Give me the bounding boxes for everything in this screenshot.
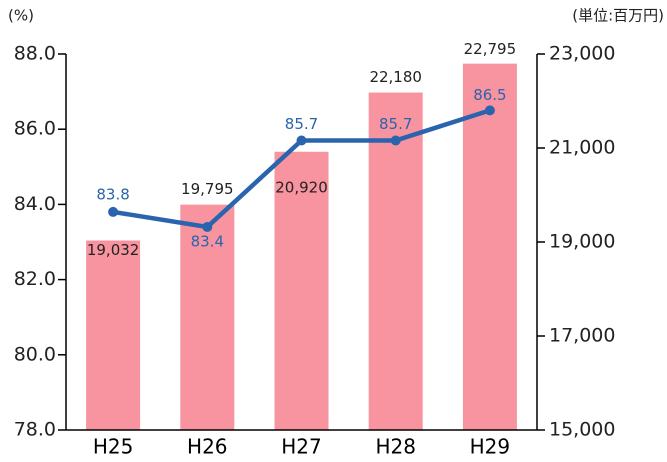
y-tick-label: 82.0 bbox=[14, 268, 56, 290]
line-marker bbox=[296, 135, 307, 146]
x-tick-label: H29 bbox=[470, 435, 511, 459]
line-value-label: 86.5 bbox=[473, 86, 506, 104]
line-marker bbox=[202, 221, 213, 232]
y-axis-label: (%) bbox=[8, 7, 34, 25]
line-marker bbox=[390, 135, 401, 146]
x-tick-label: H28 bbox=[375, 435, 416, 459]
y-tick-label: 86.0 bbox=[14, 118, 56, 140]
x-tick-label: H27 bbox=[281, 435, 322, 459]
bar-value-label: 22,795 bbox=[464, 40, 517, 58]
bar bbox=[180, 204, 235, 430]
bar-value-label: 22,180 bbox=[369, 68, 422, 86]
bar bbox=[274, 151, 329, 430]
y2-tick-label: 15,000 bbox=[549, 419, 615, 441]
line-value-label: 85.7 bbox=[379, 115, 412, 133]
x-tick-label: H26 bbox=[187, 435, 228, 459]
y2-axis-label: (単位:百万円) bbox=[572, 7, 664, 25]
y-tick-label: 78.0 bbox=[14, 419, 56, 441]
bar bbox=[368, 92, 423, 430]
line-value-label: 85.7 bbox=[285, 115, 318, 133]
y-tick-label: 88.0 bbox=[14, 43, 56, 65]
bar-value-label: 19,032 bbox=[87, 241, 140, 259]
bar bbox=[462, 63, 517, 430]
x-tick-label: H25 bbox=[93, 435, 134, 459]
line-value-label: 83.4 bbox=[191, 232, 224, 250]
y-tick-label: 80.0 bbox=[14, 343, 56, 365]
bar bbox=[86, 240, 141, 430]
line-marker bbox=[108, 206, 119, 217]
y-tick-label: 84.0 bbox=[14, 193, 56, 215]
y2-tick-label: 17,000 bbox=[549, 325, 615, 347]
bar-value-label: 19,795 bbox=[181, 180, 234, 198]
y2-tick-label: 19,000 bbox=[549, 231, 615, 253]
line-value-label: 83.8 bbox=[96, 185, 129, 203]
line-marker bbox=[484, 105, 495, 116]
y2-tick-label: 21,000 bbox=[549, 137, 615, 159]
bar-value-label: 20,920 bbox=[275, 178, 328, 196]
y2-tick-label: 23,000 bbox=[549, 43, 615, 65]
